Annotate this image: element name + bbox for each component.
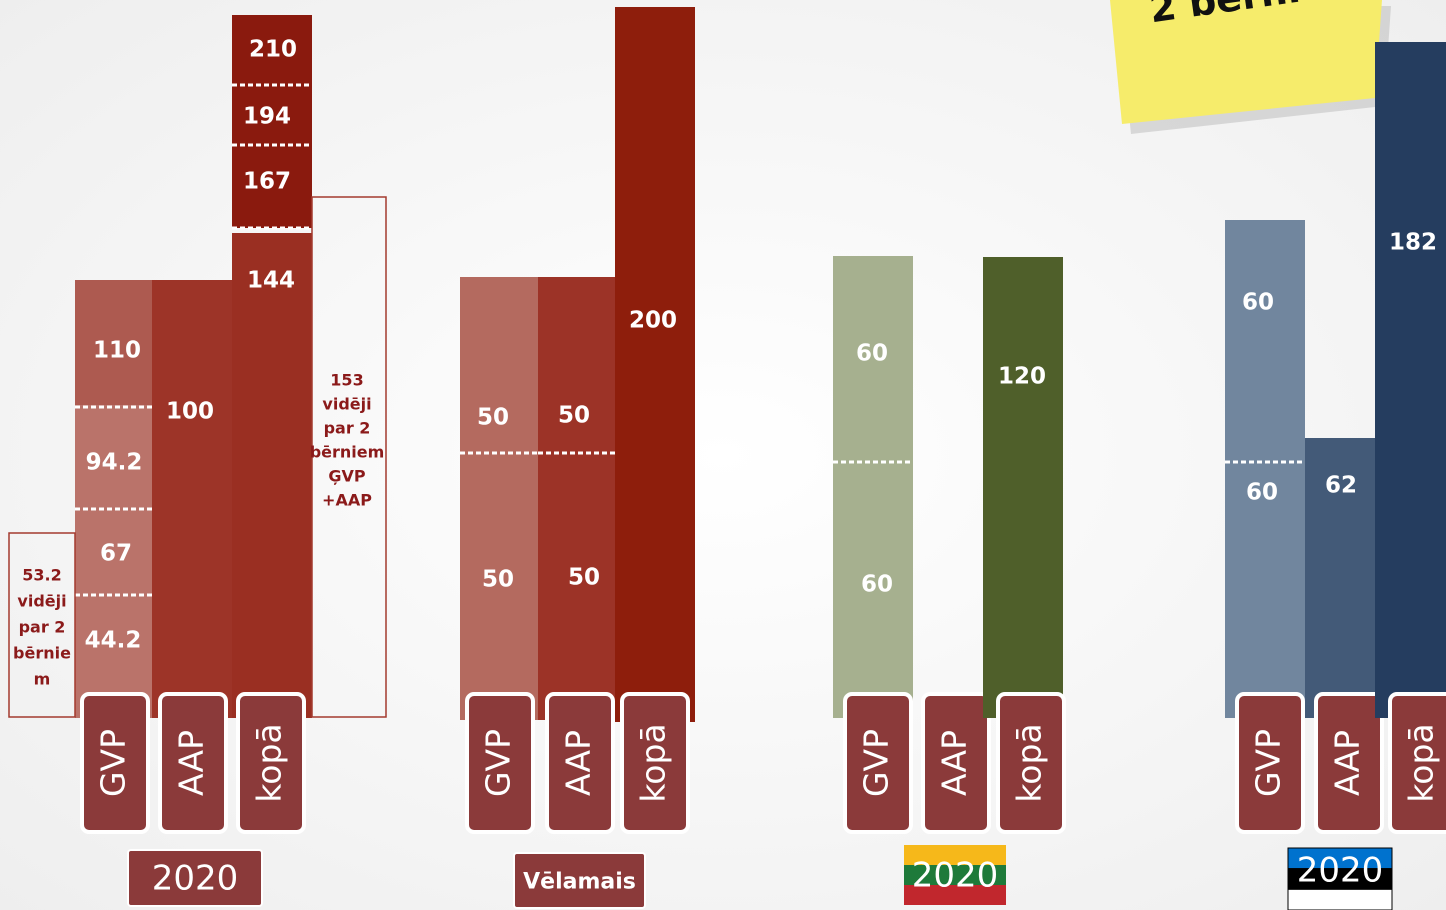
bar bbox=[152, 280, 232, 718]
category-label: GVP bbox=[1249, 729, 1288, 797]
bar-value: 144 bbox=[247, 268, 295, 294]
bar-value: 100 bbox=[166, 399, 214, 425]
category-label: kopā bbox=[1010, 723, 1049, 802]
category-tile bbox=[80, 692, 150, 834]
category-tile bbox=[843, 692, 913, 834]
category-tile bbox=[465, 692, 535, 834]
category-label: AAP bbox=[935, 730, 974, 796]
note-box bbox=[311, 196, 387, 718]
note-text: m bbox=[34, 670, 51, 689]
bar bbox=[232, 15, 312, 228]
bar-value: 67 bbox=[100, 541, 132, 567]
note-text: vidēji bbox=[17, 592, 66, 611]
bar-value: 60 bbox=[856, 341, 888, 367]
category-tile bbox=[996, 692, 1066, 834]
footer-box bbox=[127, 849, 263, 907]
bar bbox=[1225, 220, 1305, 718]
category-label: GVP bbox=[479, 729, 518, 797]
bar bbox=[615, 7, 695, 722]
flag-stripe bbox=[1287, 888, 1393, 910]
bar-value: 167 bbox=[243, 169, 291, 195]
note-text: par 2 bbox=[324, 419, 371, 438]
category-tile bbox=[921, 692, 991, 834]
note-text: ĢVP bbox=[328, 467, 366, 486]
bar bbox=[983, 257, 1063, 718]
bar-value: 194 bbox=[243, 104, 291, 130]
footer-label: 2020 bbox=[912, 856, 999, 896]
category-label: kopā bbox=[250, 723, 289, 802]
note-text: bērnie bbox=[13, 644, 71, 663]
category-label: kopā bbox=[634, 723, 673, 802]
bar bbox=[232, 233, 312, 718]
note-box bbox=[8, 532, 76, 718]
bar-value: 50 bbox=[568, 565, 600, 591]
category-label: GVP bbox=[857, 729, 896, 797]
bar-value: 44.2 bbox=[85, 628, 142, 654]
bar-value: 50 bbox=[558, 403, 590, 429]
bar-value: 50 bbox=[477, 405, 509, 431]
note-text: bērniem bbox=[310, 443, 385, 462]
flag-stripe bbox=[904, 885, 1006, 905]
bar bbox=[1305, 438, 1375, 718]
footer-label: 2020 bbox=[1297, 851, 1384, 891]
sticky-paper bbox=[1110, 0, 1382, 124]
bar-value: 110 bbox=[93, 338, 141, 364]
bar-value: 50 bbox=[482, 567, 514, 593]
bar bbox=[833, 256, 913, 718]
category-tile bbox=[545, 692, 615, 834]
category-label: AAP bbox=[172, 730, 211, 796]
category-tile bbox=[620, 692, 690, 834]
bar-value: 120 bbox=[998, 364, 1046, 390]
note-text: par 2 bbox=[19, 618, 66, 637]
flag-stripe bbox=[904, 845, 1006, 865]
bar-value: 60 bbox=[1246, 480, 1278, 506]
category-tile bbox=[158, 692, 228, 834]
bar-value: 200 bbox=[629, 308, 677, 334]
bar-value: 62 bbox=[1325, 473, 1357, 499]
category-tile bbox=[1235, 692, 1305, 834]
category-label: AAP bbox=[559, 730, 598, 796]
bar bbox=[538, 277, 615, 720]
bar-value: 60 bbox=[1242, 290, 1274, 316]
bar-value: 210 bbox=[249, 37, 297, 63]
category-label: kopā bbox=[1402, 723, 1441, 802]
note-text: vidēji bbox=[322, 395, 371, 414]
note-text: 153 bbox=[330, 371, 363, 390]
note-text: +AAP bbox=[322, 491, 372, 510]
category-tile bbox=[1388, 692, 1446, 834]
category-label: GVP bbox=[94, 729, 133, 797]
note-text: 53.2 bbox=[22, 566, 61, 585]
flag-stripe bbox=[904, 865, 1006, 885]
bar bbox=[1375, 42, 1446, 718]
bar-value: 182 bbox=[1389, 230, 1437, 256]
category-tile bbox=[1314, 692, 1384, 834]
bar-value: 60 bbox=[861, 572, 893, 598]
bar bbox=[75, 280, 152, 405]
bar bbox=[75, 405, 152, 718]
category-label: AAP bbox=[1328, 730, 1367, 796]
footer-label: 2020 bbox=[152, 859, 239, 899]
footer-label: Vēlamais bbox=[523, 870, 636, 895]
bar-value: 94.2 bbox=[86, 450, 143, 476]
footer-box bbox=[513, 852, 646, 909]
bar bbox=[460, 277, 538, 720]
sticky-note: 2 bērni bbox=[1110, 0, 1391, 134]
category-tile bbox=[236, 692, 306, 834]
